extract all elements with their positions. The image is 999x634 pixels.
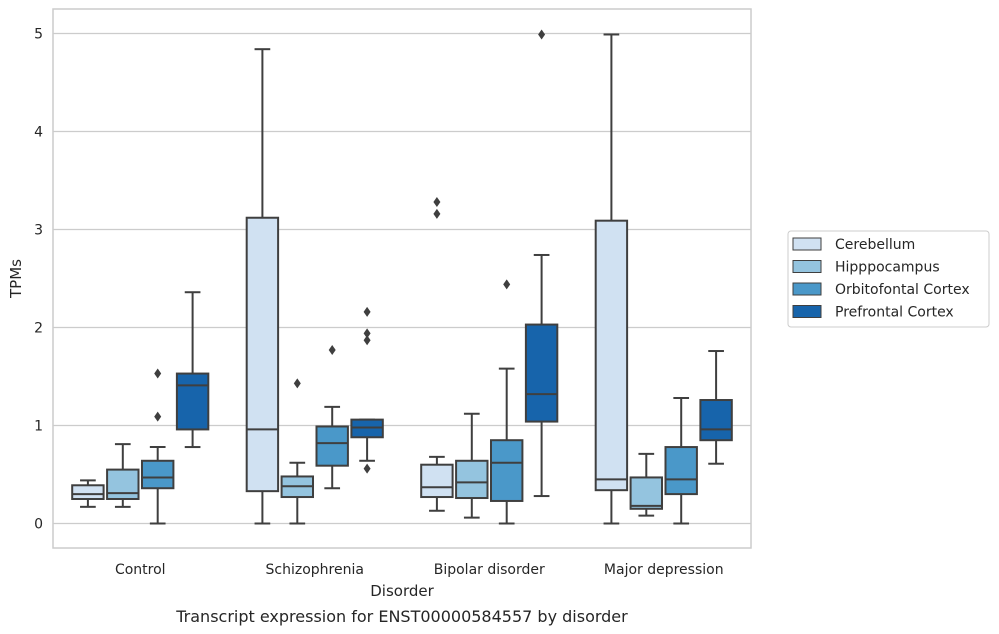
box-orbitofontal-cortex-1 xyxy=(315,345,349,490)
legend: Cerebellum Hipppocampus Orbitofontal Corte… xyxy=(787,230,990,328)
box-prefrontal-cortex-2 xyxy=(524,29,559,498)
y-tick-label: 5 xyxy=(34,27,43,43)
box-iqr xyxy=(71,484,105,500)
y-tick-label: 2 xyxy=(34,321,43,337)
box-iqr xyxy=(140,459,175,490)
box-cerebellum-3 xyxy=(594,33,629,525)
grid-lines xyxy=(53,32,751,525)
legend-frame xyxy=(787,230,990,328)
legend-swatch xyxy=(792,237,822,251)
legend-label: Cerebellum xyxy=(835,237,915,253)
outlier-point xyxy=(538,29,546,40)
box-orbitofontal-cortex-2 xyxy=(489,279,524,525)
box-iqr xyxy=(594,219,629,492)
x-tick-label: Major depression xyxy=(604,562,724,578)
box-iqr xyxy=(489,439,524,502)
box-iqr xyxy=(420,463,454,499)
box-iqr xyxy=(629,476,664,510)
box-prefrontal-cortex-0 xyxy=(175,291,210,449)
box-cerebellum-2 xyxy=(420,197,454,512)
x-tick-label: Schizophrenia xyxy=(266,562,364,578)
x-tick-label: Control xyxy=(115,562,166,578)
legend-label: Orbitofontal Cortex xyxy=(835,282,970,298)
box-iqr xyxy=(315,425,349,467)
outlier-point xyxy=(433,208,441,219)
box-prefrontal-cortex-1 xyxy=(350,306,384,474)
legend-label: Hipppocampus xyxy=(835,260,940,276)
box-iqr xyxy=(245,216,280,493)
y-axis-ticks: 0 1 2 3 4 5 xyxy=(34,27,43,533)
y-axis-label: TPMs xyxy=(7,259,25,299)
outlier-point xyxy=(363,328,371,339)
box-orbitofontal-cortex-0 xyxy=(140,368,175,525)
y-tick-label: 3 xyxy=(34,223,43,239)
y-tick-label: 0 xyxy=(34,517,43,533)
box-hipppocampus-3 xyxy=(629,452,664,517)
box-hipppocampus-0 xyxy=(106,443,140,508)
legend-swatch xyxy=(792,260,822,273)
figure-caption: Transcript expression for ENST0000058455… xyxy=(175,607,628,626)
box-prefrontal-cortex-3 xyxy=(699,350,733,465)
y-tick-label: 4 xyxy=(34,125,43,141)
box-iqr xyxy=(664,446,698,496)
box-iqr xyxy=(175,372,210,431)
outlier-point xyxy=(503,279,511,290)
outlier-point xyxy=(154,411,162,422)
box-orbitofontal-cortex-3 xyxy=(664,397,698,525)
outlier-point xyxy=(363,335,371,346)
box-cerebellum-1 xyxy=(245,48,280,525)
legend-swatch xyxy=(792,305,822,318)
y-tick-label: 1 xyxy=(34,419,43,435)
plot-frame xyxy=(52,8,752,549)
outlier-point xyxy=(328,345,336,356)
legend-swatch xyxy=(792,282,822,296)
outlier-point xyxy=(363,306,371,317)
outlier-point xyxy=(433,197,441,208)
box-iqr xyxy=(524,323,559,423)
box-iqr xyxy=(106,468,140,501)
box-iqr xyxy=(699,399,733,442)
box-cerebellum-0 xyxy=(71,479,105,508)
legend-label: Prefrontal Cortex xyxy=(835,305,954,321)
box-plot-series xyxy=(71,29,733,525)
x-axis-ticks: Control Schizophrenia Bipolar disorder Majo… xyxy=(115,562,724,578)
outlier-point xyxy=(363,463,371,474)
outlier-point xyxy=(154,368,162,379)
outlier-point xyxy=(293,378,301,389)
box-hipppocampus-2 xyxy=(455,412,489,519)
x-axis-label: Disorder xyxy=(370,582,434,600)
x-tick-label: Bipolar disorder xyxy=(434,562,545,578)
box-hipppocampus-1 xyxy=(280,378,315,525)
box-iqr xyxy=(455,459,489,500)
